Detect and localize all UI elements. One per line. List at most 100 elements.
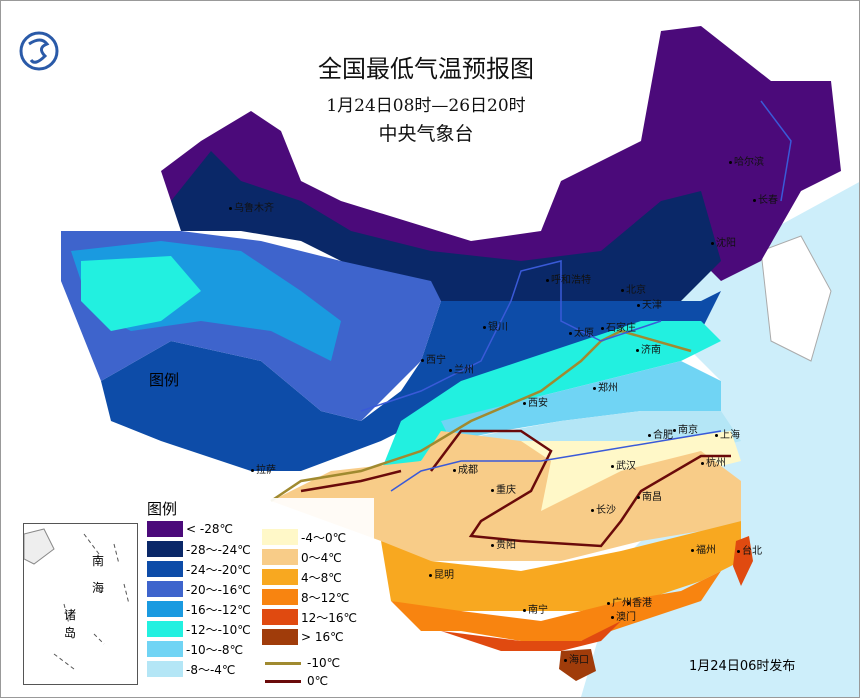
city-label: 重庆 [491, 481, 516, 496]
zone-12-10-east [381, 321, 721, 471]
legend-label: -20～-16℃ [186, 582, 251, 597]
legend-line-sample [265, 661, 301, 665]
city-label: 昆明 [429, 566, 454, 581]
city-label: 西安 [523, 394, 548, 409]
map-title: 全国最低气温预报图 [318, 55, 534, 83]
city-label: 银川 [483, 318, 508, 333]
city-label: 乌鲁木齐 [229, 199, 274, 214]
cma-logo [19, 26, 59, 76]
legend: 图例 < -28℃ -28～-24℃ -24～-20℃ -20～-16℃ -16～-12… [144, 498, 374, 693]
legend-swatch [147, 641, 183, 657]
city-label: 杭州 [701, 454, 726, 469]
legend-item: -12～-10℃ [147, 620, 251, 638]
city-label: 长沙 [591, 501, 616, 516]
legend-swatch [262, 569, 298, 585]
legend-item: 0～4℃ [262, 548, 342, 566]
isoline-minus10 [270, 329, 692, 503]
legend-swatch [262, 629, 298, 645]
city-label: 香港 [627, 594, 652, 609]
zone-4-8 [381, 521, 741, 611]
city-label: 南昌 [637, 488, 662, 503]
city-label: 贵阳 [491, 536, 516, 551]
map-legend-label: 图例 [149, 371, 180, 389]
legend-label: -12～-10℃ [186, 622, 251, 637]
korea-land [760, 235, 832, 362]
zone-12-16 [441, 621, 621, 651]
city-label: 郑州 [593, 379, 618, 394]
legend-item: -28～-24℃ [147, 540, 251, 558]
city-label: 澳门 [611, 608, 636, 623]
zone-28-24 [171, 151, 721, 301]
legend-label: -24～-20℃ [186, 562, 251, 577]
legend-swatch [147, 541, 183, 557]
legend-swatch [262, 589, 298, 605]
south-china-sea-inset: 南 海 诸 岛 [23, 523, 138, 685]
city-label: 南宁 [523, 601, 548, 616]
legend-swatch [147, 621, 183, 637]
legend-swatch [147, 521, 183, 537]
legend-label: -28～-24℃ [186, 542, 251, 557]
city-label: 广州 [607, 594, 632, 609]
city-label: 石家庄 [601, 319, 636, 334]
legend-item: -8～-4℃ [147, 660, 235, 678]
legend-label: -10～-8℃ [186, 642, 244, 657]
zone-0-4 [271, 431, 741, 561]
legend-item: > 16℃ [262, 628, 344, 646]
city-label: 北京 [621, 281, 646, 296]
legend-swatch [147, 661, 183, 677]
inset-label: 南 [92, 554, 105, 568]
city-label: 沈阳 [711, 234, 736, 249]
city-label: 太原 [569, 324, 594, 339]
legend-swatch [147, 581, 183, 597]
city-label: 兰州 [449, 361, 474, 376]
inset-label: 岛 [64, 626, 77, 640]
forecast-period: 1月24日08时—26日20时 [326, 96, 526, 116]
zone-12-10 [81, 256, 201, 331]
inset-label: 海 [92, 581, 105, 595]
legend-label: -16～-12℃ [186, 602, 251, 617]
legend-label: -4～0℃ [301, 530, 347, 545]
zone-10-8 [441, 361, 721, 441]
cma-logo-graphic [19, 31, 59, 71]
issue-time: 1月24日06时发布 [689, 659, 796, 674]
city-label: 上海 [715, 426, 740, 441]
legend-swatch [262, 549, 298, 565]
city-label: 南京 [673, 421, 698, 436]
legend-item: 12～16℃ [262, 608, 357, 626]
city-label: 哈尔滨 [729, 153, 764, 168]
legend-line-sample [265, 679, 301, 683]
legend-label: 4～8℃ [301, 570, 342, 585]
city-label: 呼和浩特 [546, 271, 591, 286]
legend-swatch [147, 601, 183, 617]
legend-swatch [262, 609, 298, 625]
legend-label: 0℃ [307, 674, 329, 688]
legend-label: -10℃ [307, 656, 341, 670]
legend-item: -24～-20℃ [147, 560, 251, 578]
city-label: 济南 [636, 341, 661, 356]
legend-item: < -28℃ [147, 520, 233, 538]
legend-title: 图例 [147, 500, 178, 518]
legend-swatch [147, 561, 183, 577]
legend-label: 12～16℃ [301, 610, 358, 625]
inset-label: 诸 [64, 608, 77, 622]
legend-label: > 16℃ [301, 630, 344, 644]
legend-item: 8～12℃ [262, 588, 349, 606]
legend-isoline: 0℃ [265, 672, 328, 690]
inset-map-graphic [24, 528, 130, 670]
legend-label: -8～-4℃ [186, 662, 236, 677]
legend-item: 4～8℃ [262, 568, 342, 586]
city-label: 西宁 [421, 351, 446, 366]
city-label: 武汉 [611, 457, 636, 472]
city-label: 海口 [564, 651, 589, 666]
city-label: 长春 [753, 191, 778, 206]
city-label: 拉萨 [251, 461, 276, 476]
city-label: 天津 [637, 296, 662, 311]
legend-label: 0～4℃ [301, 550, 342, 565]
legend-item: -4～0℃ [262, 528, 346, 546]
zone-24-20 [101, 291, 721, 471]
city-label: 福州 [691, 541, 716, 556]
legend-isoline: -10℃ [265, 654, 340, 672]
legend-label: < -28℃ [186, 522, 233, 536]
zone-8-12 [391, 571, 721, 641]
